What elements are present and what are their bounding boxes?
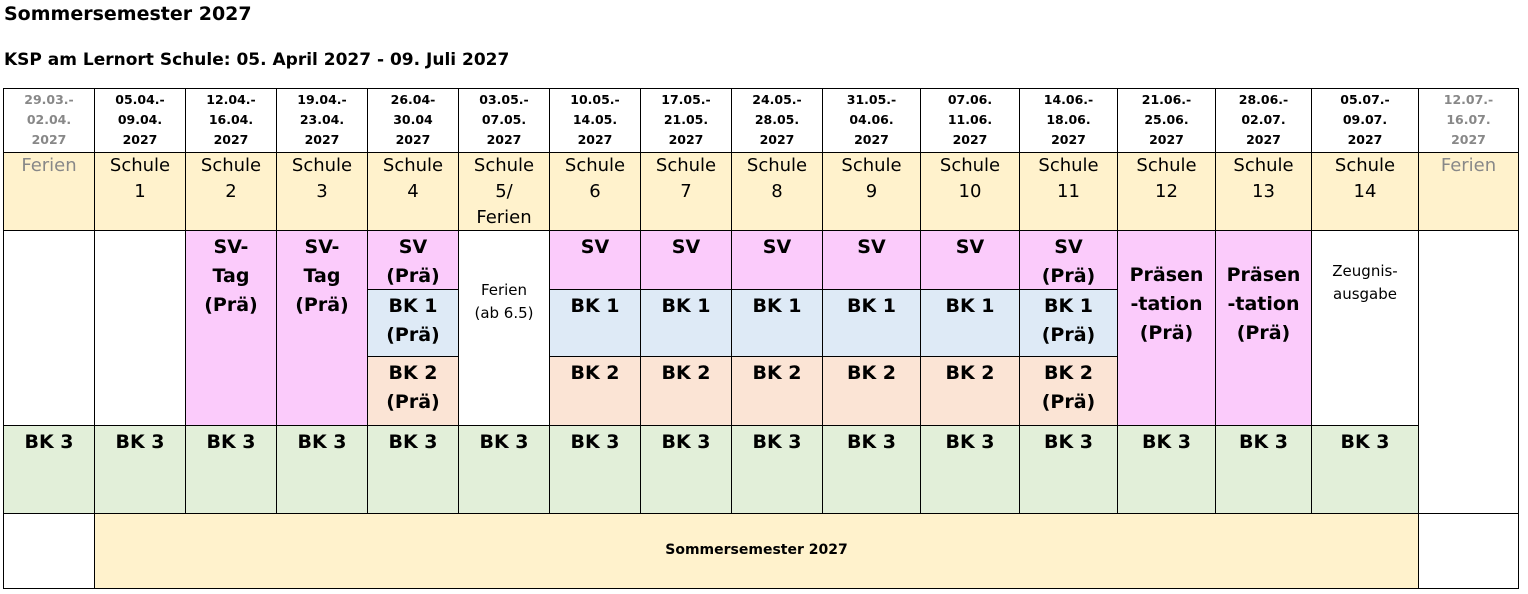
phase: Schule 6 xyxy=(549,152,641,231)
activity: SV- Tag (Prä) xyxy=(276,230,368,426)
activity: Präsen -tation (Prä) xyxy=(1215,230,1312,426)
bk3: BK 3 xyxy=(1311,425,1419,514)
activity: SV (Prä) xyxy=(1019,230,1118,290)
phase: Schule 5/ Ferien xyxy=(458,152,550,231)
phase: Schule 11 xyxy=(1019,152,1118,231)
week-header: 12.04.- 16.04. 2027 xyxy=(185,88,277,153)
empty-cell xyxy=(1418,513,1519,589)
activity: BK 1 (Prä) xyxy=(1019,289,1118,357)
bk3: BK 3 xyxy=(1215,425,1312,514)
activity: Ferien (ab 6.5) xyxy=(458,230,550,426)
phase: Schule 2 xyxy=(185,152,277,231)
week-header: 21.06.- 25.06. 2027 xyxy=(1117,88,1216,153)
activity: BK 1 xyxy=(731,289,823,357)
activity: BK 2 (Prä) xyxy=(367,356,459,426)
bk3: BK 3 xyxy=(276,425,368,514)
activity: BK 2 (Prä) xyxy=(1019,356,1118,426)
bk3: BK 3 xyxy=(731,425,823,514)
activity: SV (Prä) xyxy=(367,230,459,290)
activity: BK 2 xyxy=(731,356,823,426)
bk3: BK 3 xyxy=(1117,425,1216,514)
week-header: 07.06. 11.06. 2027 xyxy=(920,88,1020,153)
activity: BK 1 xyxy=(640,289,732,357)
activity: BK 2 xyxy=(640,356,732,426)
empty-cell xyxy=(94,230,186,426)
activity: Zeugnis- ausgabe xyxy=(1311,230,1419,426)
phase: Schule 1 xyxy=(94,152,186,231)
activity: BK 1 (Prä) xyxy=(367,289,459,357)
subtitle: KSP am Lernort Schule: 05. April 2027 - … xyxy=(4,50,510,70)
bk3: BK 3 xyxy=(185,425,277,514)
empty-cell xyxy=(3,513,95,589)
activity: SV xyxy=(731,230,823,290)
week-header: 28.06.- 02.07. 2027 xyxy=(1215,88,1312,153)
bk3: BK 3 xyxy=(367,425,459,514)
activity: SV xyxy=(549,230,641,290)
activity: BK 1 xyxy=(822,289,921,357)
phase: Schule 13 xyxy=(1215,152,1312,231)
bk3: BK 3 xyxy=(920,425,1020,514)
week-header: 03.05.- 07.05. 2027 xyxy=(458,88,550,153)
phase: Schule 7 xyxy=(640,152,732,231)
semester-bar: Sommersemester 2027 xyxy=(94,513,1419,589)
week-header: 14.06.- 18.06. 2027 xyxy=(1019,88,1118,153)
phase: Schule 12 xyxy=(1117,152,1216,231)
empty-cell xyxy=(1418,230,1519,514)
activity: BK 2 xyxy=(549,356,641,426)
phase: Schule 10 xyxy=(920,152,1020,231)
bk3: BK 3 xyxy=(3,425,95,514)
bk3: BK 3 xyxy=(458,425,550,514)
week-header: 31.05.- 04.06. 2027 xyxy=(822,88,921,153)
bk3: BK 3 xyxy=(1019,425,1118,514)
week-header: 05.04.- 09.04. 2027 xyxy=(94,88,186,153)
activity: BK 1 xyxy=(549,289,641,357)
empty-cell xyxy=(3,230,95,426)
bk3: BK 3 xyxy=(640,425,732,514)
week-header: 29.03.- 02.04. 2027 xyxy=(3,88,95,153)
phase: Ferien xyxy=(1418,152,1519,231)
activity: SV xyxy=(822,230,921,290)
week-header: 19.04.- 23.04. 2027 xyxy=(276,88,368,153)
phase: Schule 3 xyxy=(276,152,368,231)
activity: BK 2 xyxy=(920,356,1020,426)
title: Sommersemester 2027 xyxy=(4,3,252,25)
week-header: 12.07.- 16.07. 2027 xyxy=(1418,88,1519,153)
bk3: BK 3 xyxy=(822,425,921,514)
activity: SV xyxy=(920,230,1020,290)
activity: SV xyxy=(640,230,732,290)
activity: SV- Tag (Prä) xyxy=(185,230,277,426)
week-header: 05.07.- 09.07. 2027 xyxy=(1311,88,1419,153)
bk3: BK 3 xyxy=(94,425,186,514)
phase: Schule 14 xyxy=(1311,152,1419,231)
bk3: BK 3 xyxy=(549,425,641,514)
phase: Schule 9 xyxy=(822,152,921,231)
phase: Schule 4 xyxy=(367,152,459,231)
phase: Ferien xyxy=(3,152,95,231)
week-header: 24.05.- 28.05. 2027 xyxy=(731,88,823,153)
week-header: 10.05.- 14.05. 2027 xyxy=(549,88,641,153)
activity: BK 2 xyxy=(822,356,921,426)
week-header: 17.05.- 21.05. 2027 xyxy=(640,88,732,153)
activity: Präsen -tation (Prä) xyxy=(1117,230,1216,426)
phase: Schule 8 xyxy=(731,152,823,231)
activity: BK 1 xyxy=(920,289,1020,357)
week-header: 26.04- 30.04 2027 xyxy=(367,88,459,153)
